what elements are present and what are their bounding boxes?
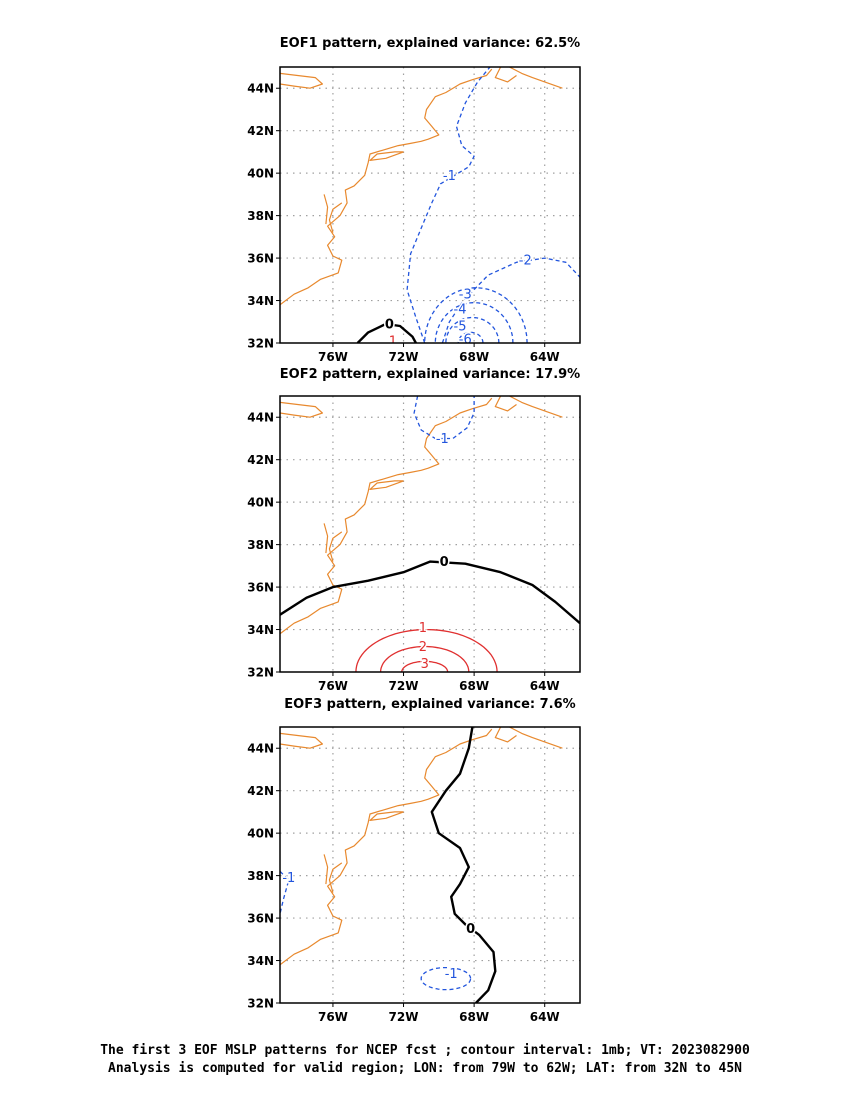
lat-tick-label: 32N bbox=[247, 666, 274, 680]
lat-tick-label: 40N bbox=[247, 496, 274, 510]
coastline bbox=[280, 401, 323, 418]
contour-line bbox=[356, 322, 417, 343]
eof1-map: 32N 34N 36N 38N 40N 42N 44N 76W 72W 68W 64W 0 1 -1 -2 -… bbox=[247, 66, 581, 364]
contour-label: -1 bbox=[436, 432, 449, 447]
lon-tick-label: 64W bbox=[530, 350, 560, 364]
coastline bbox=[369, 480, 404, 490]
lat-tick-label: 38N bbox=[247, 538, 274, 552]
coastline bbox=[328, 531, 343, 562]
coastline bbox=[323, 194, 329, 225]
coastline bbox=[369, 811, 404, 821]
contour-line bbox=[355, 628, 498, 672]
coastline bbox=[328, 862, 343, 893]
coastline bbox=[280, 397, 493, 635]
eof1-title: EOF1 pattern, explained variance: 62.5% bbox=[279, 36, 581, 51]
lat-tick-label: 38N bbox=[247, 209, 274, 223]
coastline bbox=[494, 727, 517, 743]
lat-tick-label: 38N bbox=[247, 869, 274, 883]
footer-line-2: Analysis is computed for valid region; L… bbox=[108, 1061, 742, 1076]
contour-label: -6 bbox=[459, 332, 472, 347]
lon-tick-label: 68W bbox=[459, 679, 489, 693]
coastline bbox=[494, 67, 517, 83]
eof2-title: EOF2 pattern, explained variance: 17.9% bbox=[279, 367, 581, 382]
coastline bbox=[509, 396, 563, 418]
contour-line bbox=[457, 331, 484, 343]
lat-tick-label: 36N bbox=[247, 912, 274, 926]
lat-tick-label: 42N bbox=[247, 124, 274, 138]
contour-line bbox=[441, 257, 580, 343]
coastline bbox=[509, 67, 563, 89]
lon-tick-label: 72W bbox=[389, 350, 419, 364]
lon-tick-label: 72W bbox=[389, 1010, 419, 1024]
coastline bbox=[280, 72, 323, 89]
contour-line bbox=[401, 660, 449, 672]
eof3-title: EOF3 pattern, explained variance: 7.6% bbox=[284, 697, 576, 712]
lon-tick-label: 64W bbox=[530, 679, 560, 693]
lat-tick-label: 34N bbox=[247, 623, 274, 637]
contour-label: -4 bbox=[454, 303, 467, 318]
lat-tick-label: 40N bbox=[247, 827, 274, 841]
lon-tick-label: 68W bbox=[459, 1010, 489, 1024]
lat-tick-label: 42N bbox=[247, 784, 274, 798]
lat-tick-label: 44N bbox=[247, 742, 274, 756]
contour-line bbox=[379, 645, 470, 672]
contour-label: 1 bbox=[419, 621, 427, 636]
contour-line bbox=[434, 302, 514, 343]
lat-tick-label: 36N bbox=[247, 581, 274, 595]
contour-label: 0 bbox=[466, 922, 475, 937]
contour-line bbox=[280, 870, 290, 914]
contour-label: -2 bbox=[519, 254, 532, 269]
coastline bbox=[494, 396, 517, 412]
coastline bbox=[509, 727, 563, 749]
lat-tick-label: 34N bbox=[247, 954, 274, 968]
coastline bbox=[280, 728, 493, 966]
contour-label: -3 bbox=[459, 288, 472, 303]
lon-tick-label: 76W bbox=[318, 679, 348, 693]
map-frame bbox=[279, 395, 581, 673]
lat-tick-label: 42N bbox=[247, 453, 274, 467]
lat-tick-label: 36N bbox=[247, 252, 274, 266]
lat-tick-label: 32N bbox=[247, 997, 274, 1011]
coastline bbox=[323, 523, 329, 554]
contour-label: 0 bbox=[440, 555, 449, 570]
contour-label: 3 bbox=[421, 657, 429, 672]
coastline bbox=[328, 202, 343, 233]
lon-tick-label: 72W bbox=[389, 679, 419, 693]
contour-line bbox=[430, 727, 497, 1003]
contour-line bbox=[280, 560, 580, 625]
lon-tick-label: 76W bbox=[318, 1010, 348, 1024]
lat-tick-label: 44N bbox=[247, 411, 274, 425]
contour-label: 1 bbox=[389, 334, 397, 349]
map-frame bbox=[279, 726, 581, 1004]
eof2-map: 32N 34N 36N 38N 40N 42N 44N 76W 72W 68W 64W 0 -1 1 2 3 bbox=[247, 395, 581, 693]
contour-label: -1 bbox=[445, 967, 458, 982]
contour-line bbox=[406, 67, 491, 343]
contour-line bbox=[413, 396, 475, 440]
lon-tick-label: 64W bbox=[530, 1010, 560, 1024]
footer-line-1: The first 3 EOF MSLP patterns for NCEP f… bbox=[100, 1043, 750, 1058]
lat-tick-label: 44N bbox=[247, 82, 274, 96]
contour-label: 0 bbox=[385, 317, 394, 332]
contour-line bbox=[424, 287, 528, 343]
lat-tick-label: 32N bbox=[247, 337, 274, 351]
contour-line bbox=[420, 966, 472, 991]
coastline bbox=[323, 854, 329, 885]
eof3-map: 32N 34N 36N 38N 40N 42N 44N 76W 72W 68W 64W 0 -1 -1 bbox=[247, 726, 581, 1024]
lon-tick-label: 68W bbox=[459, 350, 489, 364]
lat-tick-label: 40N bbox=[247, 167, 274, 181]
contour-label: -1 bbox=[443, 169, 456, 184]
lon-tick-label: 76W bbox=[318, 350, 348, 364]
coastline bbox=[280, 68, 493, 306]
lat-tick-label: 34N bbox=[247, 294, 274, 308]
contour-label: -1 bbox=[282, 871, 295, 886]
coastline bbox=[280, 732, 323, 749]
contour-label: -5 bbox=[454, 320, 467, 335]
contour-label: 2 bbox=[419, 640, 427, 655]
map-frame bbox=[279, 66, 581, 344]
coastline bbox=[369, 151, 404, 161]
